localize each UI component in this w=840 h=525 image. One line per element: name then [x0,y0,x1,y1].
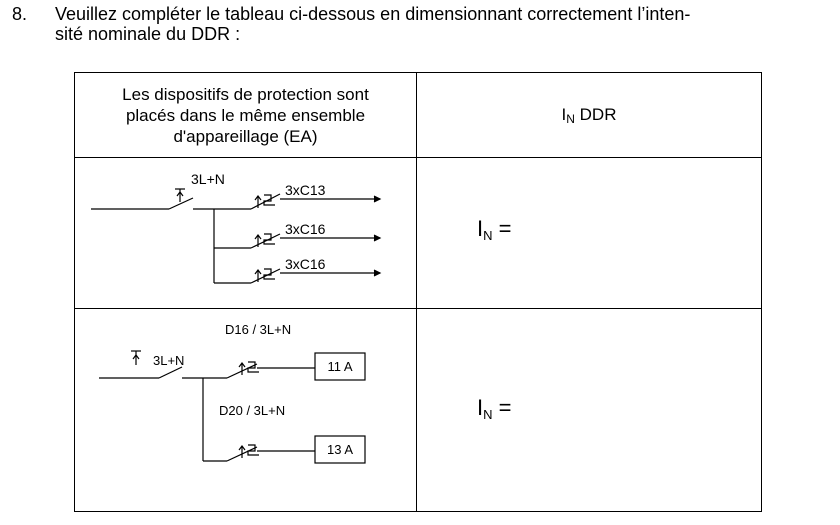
question-text: Veuillez compléter le tableau ci-dessous… [55,4,835,44]
row2-main-label: 3L+N [153,353,184,368]
header-left-line-3: d'appareillage (EA) [173,126,318,146]
row1-circuit-diagram: 3L+N 3xC13 3xC16 3xC16 [91,171,382,284]
header-right-cell: IN DDR [416,72,762,158]
row1-answer-cell: IN = [416,157,762,309]
row2-branch-2-label: D20 / 3L+N [219,403,285,418]
row2-diagram-cell: 3L+N D16 / 3L+N D20 / 3L+N 11 A 13 A [74,308,417,512]
row2-branch-1-label: D16 / 3L+N [225,322,291,337]
row1-in-label: IN = [477,216,512,243]
question-line-1: Veuillez compléter le tableau ci-dessous… [55,4,691,24]
header-left-line-2: placés dans le même ensemble [125,105,366,125]
row1-branch-3-label: 3xC16 [285,256,326,272]
header-left-cell: Les dispositifs de protection sont placé… [74,72,417,158]
header-left-line-1: Les dispositifs de protection sont [122,84,369,104]
row1-branch-2-label: 3xC16 [285,221,326,237]
row2-circuit-diagram: 3L+N D16 / 3L+N D20 / 3L+N 11 A 13 A [99,322,366,464]
ddr-table: Les dispositifs de protection sont placé… [74,72,762,512]
row1-branch-1-label: 3xC13 [285,182,326,198]
row2-load-1: 11 A [327,359,352,374]
row2-answer-cell: IN = [416,308,762,512]
row1-diagram-cell: 3L+N 3xC13 3xC16 3xC16 [74,157,417,309]
header-in-ddr: IN DDR [561,105,617,126]
question-line-2: sité nominale du DDR : [55,24,241,44]
row2-load-2: 13 A [327,442,353,457]
row2-in-label: IN = [477,395,512,422]
question-number: 8. [12,4,28,24]
row1-main-label: 3L+N [191,171,225,187]
